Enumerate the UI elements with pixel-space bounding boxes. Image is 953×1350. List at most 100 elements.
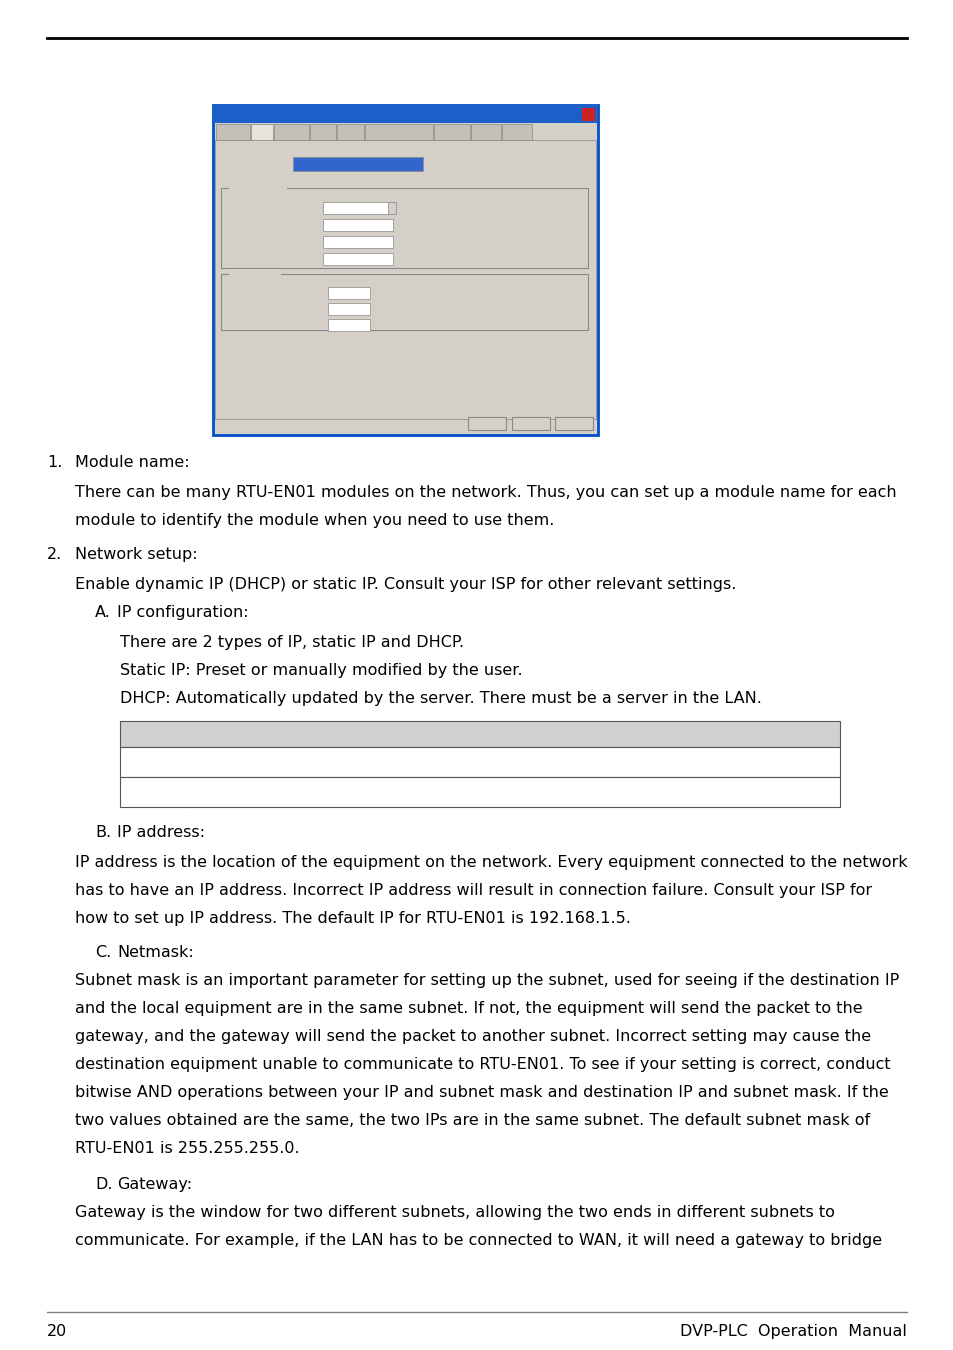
Text: A.: A. [95,605,111,620]
Text: Basic: Basic [251,126,273,131]
Bar [365,124,433,140]
Text: Gateway: Gateway [231,255,268,265]
Text: (0 - 65535 ms): (0 - 65535 ms) [375,321,431,329]
Text: B.: B. [95,825,111,840]
Text: Smart PLC: Smart PLC [332,126,369,131]
Text: Module name:: Module name: [75,455,190,470]
Text: Gateway: Gateway [470,126,501,131]
Bar [214,140,596,418]
Text: 0: 0 [331,323,335,331]
Text: IP Files: IP Files [311,126,335,131]
Text: Static: Static [326,205,348,215]
Bar [471,124,500,140]
Text: I/O Monitor: I/O Monitor [432,126,472,131]
Text: Subnet mask is an important parameter for setting up the subnet, used for seeing: Subnet mask is an important parameter fo… [75,973,899,988]
Bar [229,269,281,279]
Text: how to set up IP address. The default IP for RTU-EN01 is 192.168.1.5.: how to set up IP address. The default IP… [75,911,630,926]
Text: has to have an IP address. Incorrect IP address will result in connection failur: has to have an IP address. Incorrect IP … [75,883,871,898]
Text: 30: 30 [331,290,341,298]
Bar [434,124,470,140]
Text: Gateway is the window for two different subnets, allowing the two ends in differ: Gateway is the window for two different … [75,1206,834,1220]
Bar [512,417,550,431]
Text: and the local equipment are in the same subnet. If not, the equipment will send : and the local equipment are in the same … [75,1000,862,1017]
Text: (5 - 65535 ms): (5 - 65535 ms) [375,305,431,315]
Text: Network Setup: Network Setup [231,188,294,196]
Bar [323,219,393,231]
Text: IP address:: IP address: [117,825,205,840]
Text: Static IP: Preset or manually modified by the user.: Static IP: Preset or manually modified b… [120,663,522,678]
Bar [555,417,593,431]
Bar [328,288,370,298]
Text: Explanation: Explanation [466,725,561,740]
Text: communicate. For example, if the LAN has to be connected to WAN, it will need a : communicate. For example, if the LAN has… [75,1233,882,1247]
Bar [388,202,395,215]
Text: module to identify the module when you need to use them.: module to identify the module when you n… [75,513,554,528]
Bar [323,236,393,248]
Text: Module Name: Module Name [228,158,295,167]
Text: DHCP server offers the IP address, subnet mask and gateway.: DHCP server offers the IP address, subne… [198,783,695,798]
Text: IP configuration:: IP configuration: [117,605,249,620]
Bar [323,252,393,265]
Text: Security: Security [501,126,532,131]
Text: X: X [584,109,591,117]
Text: gateway, and the gateway will send the packet to another subnet. Incorrect setti: gateway, and the gateway will send the p… [75,1029,870,1044]
Text: ▼: ▼ [389,207,393,211]
Text: IP: IP [147,725,161,740]
Text: IP Configuration: IP Configuration [231,204,298,213]
Text: The user enters the IP address, subnet mask and gateway.: The user enters the IP address, subnet m… [198,753,669,768]
Text: 192 . 168 . 1 . 5: 192 . 168 . 1 . 5 [326,221,385,231]
Text: DVP-PLC  Operation  Manual: DVP-PLC Operation Manual [679,1324,906,1339]
Text: Analog Input/Output Module: Analog Input/Output Module [348,126,450,131]
Text: Delay Timer (ms): Delay Timer (ms) [231,321,303,329]
Bar [328,302,370,315]
Bar [310,124,335,140]
Text: Modbus Timeout (ms): Modbus Timeout (ms) [231,305,322,315]
Text: OK: OK [480,418,493,427]
Text: DHCP: DHCP [132,783,176,798]
Text: 255 . 255 . 255 . 0: 255 . 255 . 255 . 0 [326,239,395,248]
Bar [120,778,840,807]
Text: 2.: 2. [47,547,62,562]
Text: RTU Clock: RTU Clock [274,126,309,131]
Text: Static: Static [131,753,176,768]
Bar [120,747,840,778]
Text: DELTA RTU-EN01: DELTA RTU-EN01 [218,107,304,116]
Text: D.: D. [95,1177,112,1192]
Bar [501,124,532,140]
Text: 5000: 5000 [331,306,352,315]
Text: Cancel: Cancel [517,418,545,427]
Bar [120,721,840,747]
Text: IP address is the location of the equipment on the network. Every equipment conn: IP address is the location of the equipm… [75,855,906,869]
Bar [468,417,505,431]
Text: Timer Setting: Timer Setting [231,273,288,282]
Text: destination equipment unable to communicate to RTU-EN01. To see if your setting : destination equipment unable to communic… [75,1057,890,1072]
Text: IP Address: IP Address [231,221,274,230]
Text: Enable dynamic IP (DHCP) or static IP. Consult your ISP for other relevant setti: Enable dynamic IP (DHCP) or static IP. C… [75,576,736,593]
Text: There are 2 types of IP, static IP and DHCP.: There are 2 types of IP, static IP and D… [120,634,464,649]
Text: DELTA RTU-EN01: DELTA RTU-EN01 [295,159,365,167]
Text: Network setup:: Network setup: [75,547,197,562]
Text: 1.: 1. [47,455,62,470]
Text: Netmask: Netmask [231,238,268,247]
Bar [274,124,309,140]
Text: 20: 20 [47,1324,67,1339]
Text: Overview: Overview [215,126,250,131]
Text: Apply: Apply [561,418,585,427]
Text: C.: C. [95,945,112,960]
Bar [336,124,364,140]
Bar [581,108,595,122]
Bar [323,202,393,215]
Bar [213,105,598,435]
Text: RTU-EN01 is 255.255.255.0.: RTU-EN01 is 255.255.255.0. [75,1141,299,1156]
Text: Netmask:: Netmask: [117,945,193,960]
Text: Keep Alive Time (s): Keep Alive Time (s) [231,289,312,298]
Bar [215,124,250,140]
Text: bitwise AND operations between your IP and subnet mask and destination IP and su: bitwise AND operations between your IP a… [75,1085,888,1100]
Bar [221,274,587,329]
Text: There can be many RTU-EN01 modules on the network. Thus, you can set up a module: There can be many RTU-EN01 modules on th… [75,485,896,500]
Text: Gateway:: Gateway: [117,1177,192,1192]
Text: 0 . 0 . 0 . 0: 0 . 0 . 0 . 0 [326,256,367,265]
Bar [328,319,370,331]
Bar [213,105,598,123]
Bar [251,124,273,140]
